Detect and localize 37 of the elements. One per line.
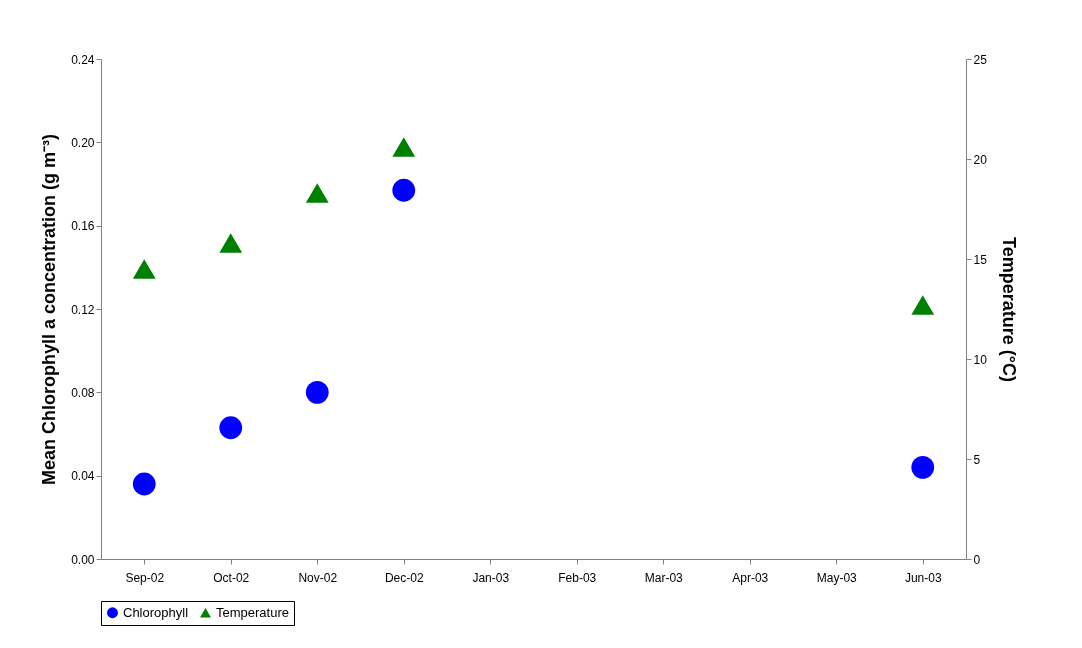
y-tick-label: 0.20 bbox=[71, 135, 95, 150]
point bbox=[132, 472, 156, 496]
point bbox=[392, 178, 416, 202]
y-tick-label: 0.12 bbox=[71, 302, 95, 317]
y-tick-label: 0.04 bbox=[71, 469, 95, 484]
x-tick-label: Nov-02 bbox=[298, 570, 338, 585]
y-axis-title: Mean Chlorophyll a concentration (g m⁻³) bbox=[39, 133, 60, 486]
y2-tick-label: 0 bbox=[973, 552, 981, 567]
y2-axis-title: Temperature (°C) bbox=[998, 237, 1019, 382]
y2-tick-label: 10 bbox=[973, 352, 988, 367]
point bbox=[305, 380, 329, 404]
point bbox=[305, 183, 329, 203]
legend-label: Chlorophyll bbox=[123, 604, 189, 620]
point bbox=[392, 137, 416, 157]
x-tick-label: Jan-03 bbox=[472, 570, 510, 585]
x-tick-label: Jun-03 bbox=[904, 570, 942, 585]
x-tick-label: Dec-02 bbox=[384, 570, 424, 585]
point bbox=[132, 259, 156, 279]
x-tick-label: Oct-02 bbox=[213, 570, 250, 585]
x-tick-label: Sep-02 bbox=[125, 570, 165, 585]
y2-tick-label: 15 bbox=[973, 252, 988, 267]
x-tick-label: Apr-03 bbox=[732, 570, 769, 585]
x-tick-label: Feb-03 bbox=[558, 570, 597, 585]
y-tick-label: 0.08 bbox=[71, 385, 95, 400]
y2-tick-label: 20 bbox=[973, 152, 988, 167]
point bbox=[219, 416, 243, 440]
legend-label: Temperature bbox=[216, 604, 289, 620]
y-tick-label: 0.24 bbox=[71, 52, 95, 67]
point bbox=[911, 295, 935, 315]
x-tick-label: Mar-03 bbox=[644, 570, 684, 585]
point bbox=[219, 233, 243, 253]
y2-tick-label: 25 bbox=[973, 52, 988, 67]
y2-tick-label: 5 bbox=[973, 452, 981, 467]
y-tick-label: 0.00 bbox=[71, 552, 95, 567]
point bbox=[911, 455, 935, 479]
y-tick-label: 0.16 bbox=[71, 219, 95, 234]
x-tick-label: May-03 bbox=[816, 570, 858, 585]
